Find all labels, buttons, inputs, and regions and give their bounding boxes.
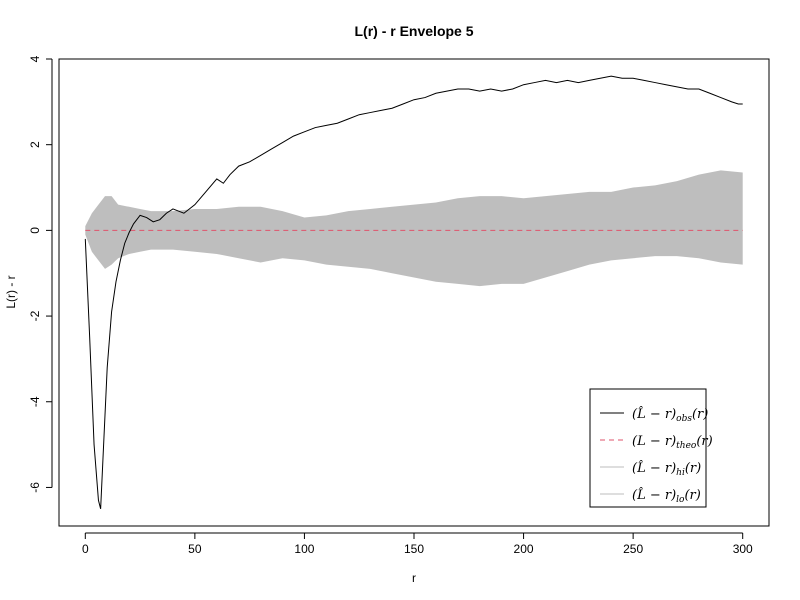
x-tick-label: 250 bbox=[623, 542, 643, 556]
legend-box bbox=[589, 388, 707, 508]
x-axis: 0 50 100 150 200 250 300 bbox=[82, 532, 753, 556]
x-axis-label: r bbox=[412, 571, 416, 585]
obs-line bbox=[84, 75, 743, 509]
x-tick-label: 150 bbox=[404, 542, 424, 556]
plot-frame bbox=[58, 58, 770, 527]
x-tick-label: 200 bbox=[514, 542, 534, 556]
legend-label-2: (L̂ − r)hi(r) bbox=[632, 460, 701, 478]
x-tick-label: 100 bbox=[294, 542, 314, 556]
y-tick-label: 0 bbox=[28, 227, 42, 234]
y-axis-label: L(r) - r bbox=[4, 275, 18, 308]
legend-label-0: (L̂ − r)obs(r) bbox=[632, 406, 708, 424]
y-tick-label: -2 bbox=[28, 310, 42, 321]
x-tick-label: 50 bbox=[188, 542, 202, 556]
y-tick-label: 2 bbox=[28, 141, 42, 148]
legend: (L̂ − r)obs(r) (L − r)theo(r) (L̂ − r)hi(r… bbox=[589, 388, 713, 508]
legend-label-1: (L − r)theo(r) bbox=[632, 434, 713, 451]
y-tick-label: -4 bbox=[28, 396, 42, 407]
y-axis: -6 -4 -2 0 2 4 bbox=[28, 55, 53, 493]
y-tick-label: 4 bbox=[28, 55, 42, 62]
envelope-band bbox=[85, 170, 743, 287]
plot-area bbox=[84, 75, 743, 509]
x-tick-label: 0 bbox=[82, 542, 89, 556]
legend-label-3: (L̂ − r)lo(r) bbox=[632, 487, 701, 505]
x-tick-label: 300 bbox=[733, 542, 753, 556]
y-tick-label: -6 bbox=[28, 482, 42, 493]
chart-title: L(r) - r Envelope 5 bbox=[354, 23, 473, 39]
